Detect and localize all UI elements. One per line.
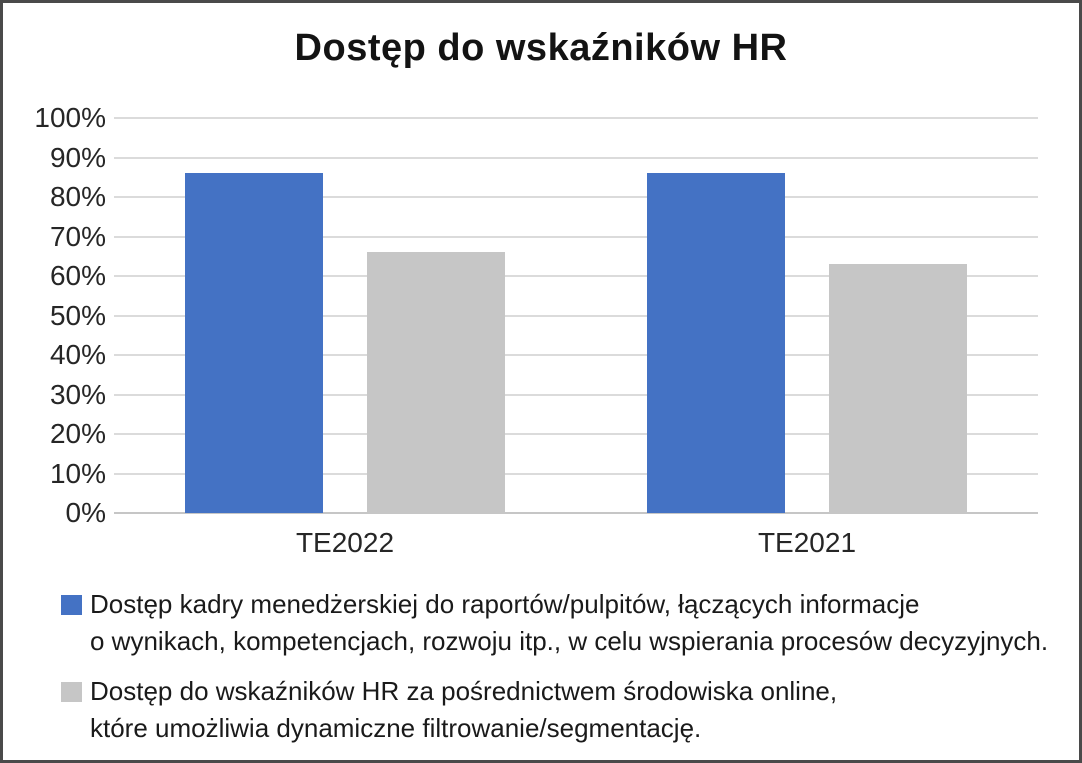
- y-tick-label: 70%: [49, 220, 106, 252]
- bar-te2022-series-1: [185, 173, 323, 513]
- y-tick-label: 90%: [49, 141, 106, 173]
- gridline: [114, 235, 1038, 238]
- y-tick-label: 30%: [49, 378, 106, 410]
- bar-group-te2021: [576, 118, 1038, 513]
- bar-te2022-series-2: [367, 252, 505, 513]
- gridline: [114, 472, 1038, 475]
- y-axis: 100% 90% 80% 70% 60% 50% 40% 30% 20% 10% 0%: [9, 102, 106, 528]
- y-tick-label: 80%: [49, 181, 106, 212]
- legend-swatch-icon: [61, 681, 82, 702]
- gridline: [114, 156, 1038, 159]
- legend-text-line: Dostęp do wskaźników HR za pośrednictwem…: [90, 676, 838, 706]
- y-tick-label: 0%: [65, 497, 106, 528]
- plot-area: [114, 117, 1038, 514]
- legend-text-line: Dostęp kadry menedżerskiej do raportów/p…: [90, 589, 920, 619]
- y-tick-label: 100%: [34, 102, 106, 133]
- gridline: [114, 117, 1038, 119]
- legend-entry-row: Dostęp do wskaźników HR za pośrednictwem…: [61, 673, 1061, 710]
- gridline: [114, 275, 1038, 277]
- gridline: [114, 354, 1038, 356]
- y-tick-label: 60%: [49, 260, 106, 291]
- legend-entry-1: Dostęp kadry menedżerskiej do raportów/p…: [61, 586, 1061, 660]
- legend-entry-row: Dostęp kadry menedżerskiej do raportów/p…: [61, 586, 1061, 623]
- x-axis-label-te2022: TE2022: [295, 527, 395, 558]
- legend-text-line: o wynikach, kompetencjach, rozwoju itp.,…: [90, 626, 1049, 656]
- chart-title: Dostęp do wskaźników HR: [294, 27, 788, 69]
- y-tick-label: 40%: [49, 339, 106, 370]
- bar-group-te2022: [114, 118, 576, 513]
- legend-entry-2: Dostęp do wskaźników HR za pośrednictwem…: [61, 673, 1061, 747]
- y-tick-label: 10%: [49, 457, 106, 489]
- legend-swatch-icon: [61, 594, 82, 615]
- gridline: [114, 314, 1038, 317]
- gridline: [114, 393, 1038, 396]
- gridline: [114, 433, 1038, 435]
- legend-text-line: które umożliwia dynamiczne filtrowanie/s…: [90, 713, 702, 743]
- gridline: [114, 512, 1038, 514]
- x-axis-label-te2021: TE2021: [757, 527, 857, 558]
- bar-te2021-series-1: [647, 173, 785, 513]
- x-axis: TE2022 TE2021: [114, 527, 1038, 559]
- legend: Dostęp kadry menedżerskiej do raportów/p…: [61, 586, 1061, 760]
- y-tick-label: 20%: [49, 418, 106, 449]
- y-tick-label: 50%: [49, 299, 106, 331]
- gridline: [114, 196, 1038, 198]
- bar-groups: [114, 118, 1038, 513]
- bar-te2021-series-2: [829, 264, 967, 513]
